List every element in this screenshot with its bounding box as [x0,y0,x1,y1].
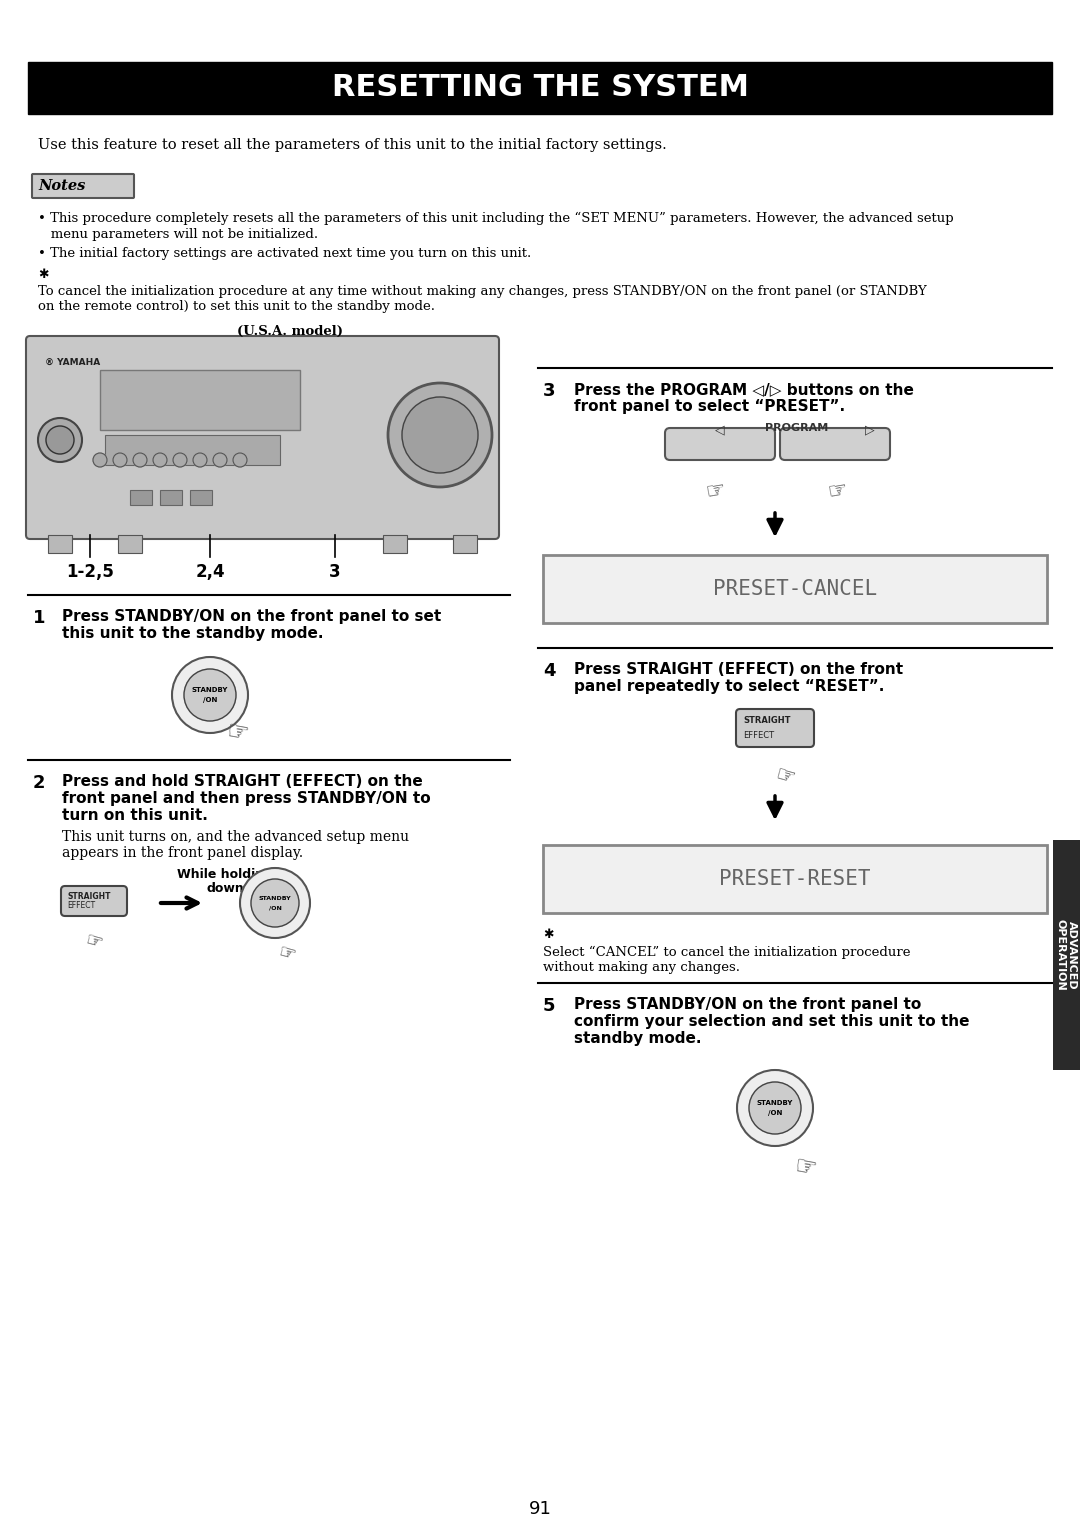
FancyBboxPatch shape [32,174,134,198]
Text: ◁: ◁ [715,423,725,436]
Text: ADVANCED
OPERATION: ADVANCED OPERATION [1055,919,1077,990]
Text: STRAIGHT: STRAIGHT [743,716,791,725]
Circle shape [93,453,107,467]
Circle shape [737,1070,813,1146]
Circle shape [251,879,299,926]
Text: /ON: /ON [203,697,217,703]
Text: 3: 3 [329,563,341,581]
Bar [130,490,152,505]
Text: without making any changes.: without making any changes. [543,961,740,974]
Text: Press STANDBY/ON on the front panel to set: Press STANDBY/ON on the front panel to s… [62,609,442,624]
Text: turn on this unit.: turn on this unit. [62,807,207,823]
FancyBboxPatch shape [780,427,890,459]
Text: ® YAMAHA: ® YAMAHA [45,359,100,366]
Text: PROGRAM: PROGRAM [765,423,828,433]
Bar [543,845,1047,913]
Text: /ON: /ON [768,1109,782,1116]
Circle shape [153,453,167,467]
Text: Notes: Notes [38,179,85,192]
Text: STANDBY: STANDBY [757,1100,793,1106]
Text: PRESET-RESET: PRESET-RESET [719,868,870,890]
Bar [48,536,72,552]
Text: 2: 2 [33,774,45,792]
Text: RESETTING THE SYSTEM: RESETTING THE SYSTEM [332,73,748,102]
Text: this unit to the standby mode.: this unit to the standby mode. [62,626,324,641]
Circle shape [133,453,147,467]
Text: • The initial factory settings are activated next time you turn on this unit.: • The initial factory settings are activ… [38,247,531,259]
Text: ☞: ☞ [793,1155,820,1183]
Bar [453,536,477,552]
Text: ☞: ☞ [276,942,298,964]
Text: ✱: ✱ [38,269,49,281]
Text: 1: 1 [33,609,45,627]
Text: confirm your selection and set this unit to the: confirm your selection and set this unit… [573,1013,970,1029]
Text: /ON: /ON [269,905,282,911]
FancyBboxPatch shape [60,887,127,916]
Text: standby mode.: standby mode. [573,1032,702,1045]
Circle shape [46,426,75,455]
Circle shape [213,453,227,467]
Text: down: down [206,882,244,896]
Circle shape [172,658,248,732]
Text: EFFECT: EFFECT [67,900,95,909]
Text: menu parameters will not be initialized.: menu parameters will not be initialized. [38,227,319,241]
Circle shape [402,397,478,473]
Circle shape [113,453,127,467]
Text: STANDBY: STANDBY [258,896,292,900]
Text: Use this feature to reset all the parameters of this unit to the initial factory: Use this feature to reset all the parame… [38,137,666,153]
Text: ▷: ▷ [865,423,875,436]
Text: Press STANDBY/ON on the front panel to: Press STANDBY/ON on the front panel to [573,996,921,1012]
Text: ☞: ☞ [225,720,252,748]
Text: panel repeatedly to select “RESET”.: panel repeatedly to select “RESET”. [573,679,885,694]
Circle shape [184,668,237,720]
Circle shape [240,868,310,938]
Text: Press the PROGRAM ◁/▷ buttons on the: Press the PROGRAM ◁/▷ buttons on the [573,382,914,397]
Text: While holding: While holding [177,868,273,881]
Text: 3: 3 [543,382,555,400]
Text: Press and hold STRAIGHT (EFFECT) on the: Press and hold STRAIGHT (EFFECT) on the [62,774,422,789]
Text: ☞: ☞ [703,481,727,504]
Text: (U.S.A. model): (U.S.A. model) [237,325,343,337]
Circle shape [750,1082,801,1134]
Bar [383,536,407,552]
FancyBboxPatch shape [665,427,775,459]
Text: ☞: ☞ [825,481,849,504]
Bar [105,435,280,465]
Bar [1053,839,1080,1070]
FancyBboxPatch shape [26,336,499,539]
Text: front panel and then press STANDBY/ON to: front panel and then press STANDBY/ON to [62,790,431,806]
Bar [118,536,141,552]
Bar [190,490,212,505]
Bar [543,555,1047,623]
Circle shape [193,453,207,467]
Text: on the remote control) to set this unit to the standby mode.: on the remote control) to set this unit … [38,301,435,313]
FancyBboxPatch shape [735,710,814,748]
Bar [28,63,1052,114]
Circle shape [388,383,492,487]
Text: STANDBY: STANDBY [192,687,228,693]
Text: front panel to select “PRESET”.: front panel to select “PRESET”. [573,398,846,414]
Text: 4: 4 [543,662,555,681]
Text: PRESET-CANCEL: PRESET-CANCEL [713,578,877,600]
Text: Select “CANCEL” to cancel the initialization procedure: Select “CANCEL” to cancel the initializa… [543,946,910,960]
Text: 1-2,5: 1-2,5 [66,563,113,581]
Text: ☞: ☞ [773,765,797,789]
Text: To cancel the initialization procedure at any time without making any changes, p: To cancel the initialization procedure a… [38,285,927,298]
Bar [160,490,183,505]
Circle shape [38,418,82,462]
Text: This unit turns on, and the advanced setup menu: This unit turns on, and the advanced set… [62,830,409,844]
Text: 5: 5 [543,996,555,1015]
Text: STRAIGHT: STRAIGHT [67,893,110,900]
Text: ☞: ☞ [83,929,105,952]
Text: • This procedure completely resets all the parameters of this unit including the: • This procedure completely resets all t… [38,212,954,226]
Bar [100,369,300,430]
Text: Press STRAIGHT (EFFECT) on the front: Press STRAIGHT (EFFECT) on the front [573,662,903,678]
Text: appears in the front panel display.: appears in the front panel display. [62,845,303,861]
Text: EFFECT: EFFECT [743,731,774,740]
Text: 91: 91 [528,1500,552,1518]
Text: 2,4: 2,4 [195,563,225,581]
Text: ✱: ✱ [543,928,554,942]
Circle shape [233,453,247,467]
Circle shape [173,453,187,467]
